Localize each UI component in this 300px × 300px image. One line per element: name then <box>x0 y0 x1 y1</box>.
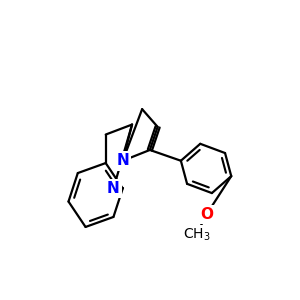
Text: N: N <box>116 153 129 168</box>
Text: CH$_3$: CH$_3$ <box>183 226 210 243</box>
Text: N: N <box>107 181 120 196</box>
Text: O: O <box>200 207 213 222</box>
